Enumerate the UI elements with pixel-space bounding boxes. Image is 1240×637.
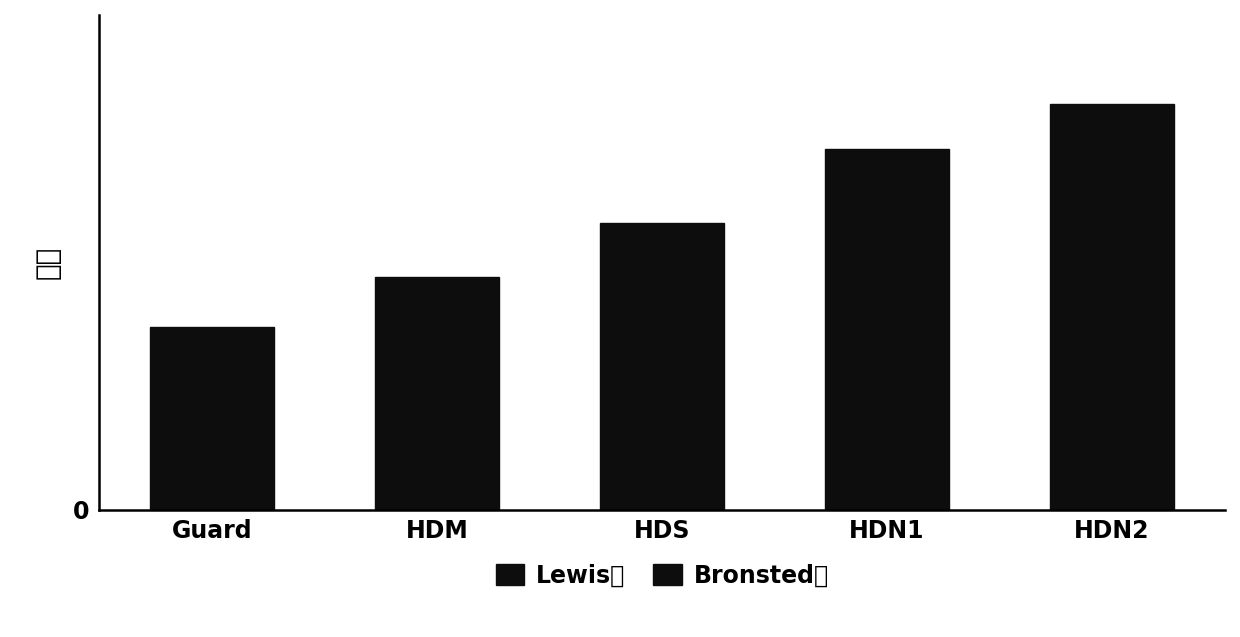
Bar	[600, 223, 724, 510]
Bar	[1050, 104, 1174, 510]
Bar	[376, 277, 498, 510]
Legend: Lewis酸, Bronsted酸: Lewis酸, Bronsted酸	[486, 554, 838, 597]
Bar	[150, 327, 274, 510]
Bar	[825, 148, 949, 510]
Y-axis label: 酸量: 酸量	[33, 246, 62, 279]
